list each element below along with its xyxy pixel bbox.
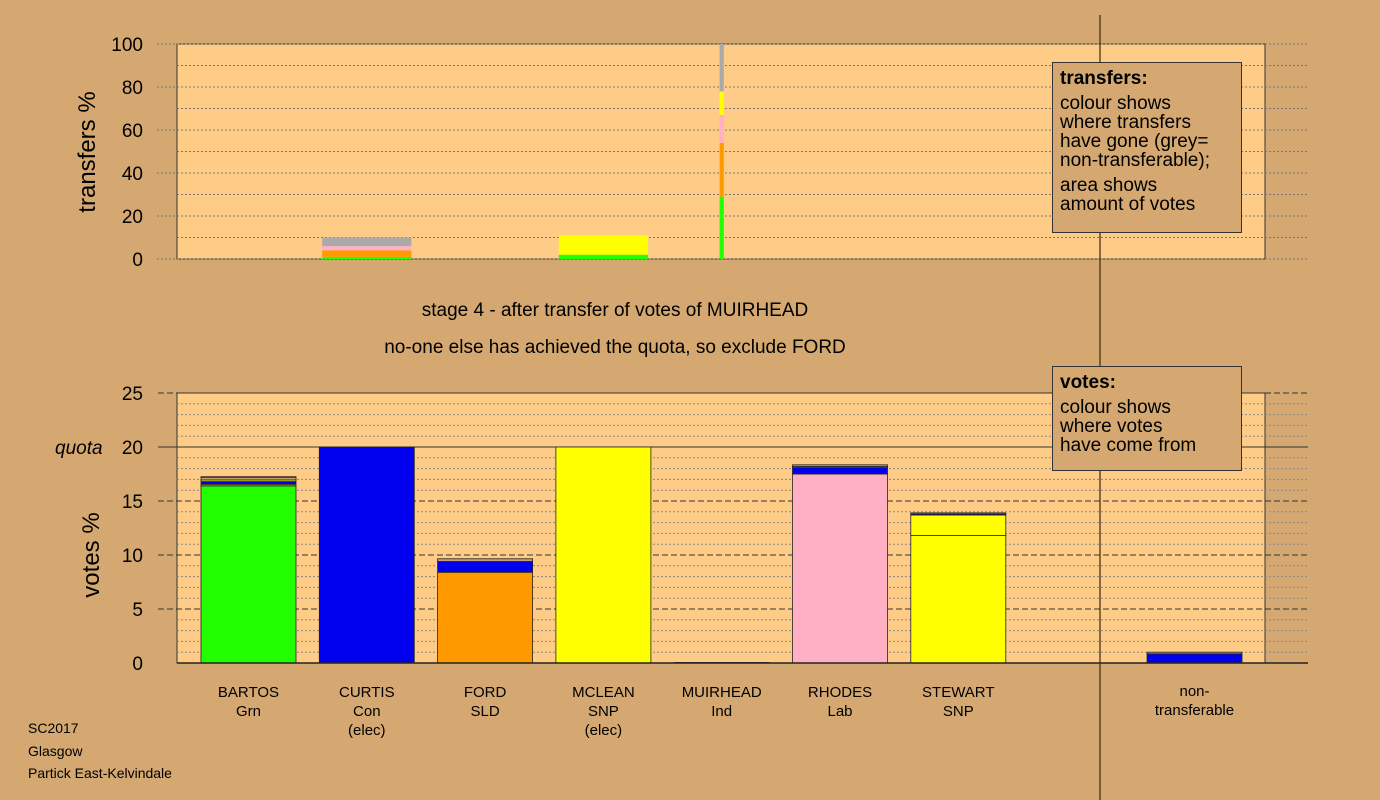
transfers-legend-line: colour shows [1060,93,1171,114]
vote-bar-segment [910,514,1007,536]
vote-bar-segment [792,467,888,475]
y-tick-label: 60 [122,121,143,142]
votes-legend-line: colour shows [1060,397,1171,418]
votes-chart: 0 5 10 15 20 25 quota votes % BARTOS Grn CURTIS Con… [55,384,1308,739]
footer-ward: Partick East-Kelvindale [28,765,172,781]
transfer-segment [558,254,649,259]
candidate-party-label: SLD [471,703,500,720]
candidate-name-label: RHODES [808,684,872,701]
nontransferable-bar-segment [1146,653,1243,664]
candidate-elected-label: (elec) [585,722,623,739]
y-tick-label: 15 [122,492,143,513]
y-tick-label: 0 [132,654,143,675]
vote-bar-segment [437,561,534,573]
vote-bar-segment [318,446,415,664]
candidate-party-label: Con [353,703,381,720]
transfers-legend-title: transfers: [1060,68,1148,89]
y-tick-label: 10 [122,546,143,567]
transfers-legend-line: where transfers [1060,112,1191,133]
nontransferable-bar-segment [1146,651,1243,655]
footer-election: SC2017 [28,720,79,736]
transfer-segment [719,44,724,92]
quota-label: quota [55,438,103,459]
transfer-segment [719,91,724,115]
candidate-name-label: FORD [464,684,507,701]
votes-legend-line: where votes [1060,416,1163,437]
candidate-party-label: Ind [711,703,732,720]
vote-bar-segment [910,512,1007,515]
votes-legend: votes: colour shows where votes have com… [1052,366,1242,471]
stage-subtitle: no-one else has achieved the quota, so e… [384,337,846,358]
vote-bar-segment [200,476,297,481]
y-axis-label: transfers % [74,91,101,212]
transfer-segment [322,256,412,259]
vote-bar-segment [910,535,1007,664]
transfers-legend-line: amount of votes [1060,194,1196,215]
footer-council: Glasgow [28,743,83,759]
y-tick-label: 25 [122,384,143,405]
candidate-name-label: MCLEAN [572,684,635,701]
votes-legend-title: votes: [1060,372,1116,393]
candidate-name-label: STEWART [922,684,995,701]
vote-bar-segment [437,571,534,664]
vote-bar-segment [200,476,297,478]
vote-bar-segment [792,464,888,467]
transfers-legend-line: have gone (grey= [1060,131,1209,152]
transfer-segment [558,235,649,255]
y-tick-label: 0 [132,250,143,271]
candidate-name-label: CURTIS [339,684,395,701]
y-tick-label: 40 [122,164,143,185]
candidate-party-label: SNP [943,703,974,720]
transfer-segment [719,196,724,259]
candidate-elected-label: (elec) [348,722,386,739]
vote-bar-segment [200,485,297,664]
vote-bar-segment [792,473,888,664]
vote-bar-segment [555,446,652,664]
stage-title: stage 4 - after transfer of votes of MUI… [421,300,809,321]
y-tick-label: 20 [122,438,143,459]
transfer-segment [322,246,412,251]
candidate-name-label: MUIRHEAD [682,684,762,701]
candidate-party-label: SNP [588,703,619,720]
transfer-segment [719,114,724,143]
votes-legend-line: have come from [1060,435,1197,456]
nontransferable-label: transferable [1155,702,1234,719]
transfers-legend-line: area shows [1060,175,1158,196]
candidate-name-label: BARTOS [218,684,279,701]
candidate-party-label: Lab [827,703,852,720]
y-tick-label: 5 [132,600,143,621]
transfers-legend-line: non-transferable); [1060,150,1210,171]
vote-bar-segment [437,558,534,562]
transfers-legend: transfers: colour shows where transfers … [1052,62,1242,233]
transfer-segment [322,250,412,257]
vote-bar-segment [200,481,297,485]
y-tick-label: 20 [122,207,143,228]
transfer-segment [719,142,724,197]
y-axis-label: votes % [78,512,105,597]
candidate-party-label: Grn [236,703,261,720]
y-tick-label: 100 [111,35,143,56]
y-tick-label: 80 [122,78,143,99]
transfer-segment [322,237,412,247]
nontransferable-label: non- [1179,683,1209,700]
